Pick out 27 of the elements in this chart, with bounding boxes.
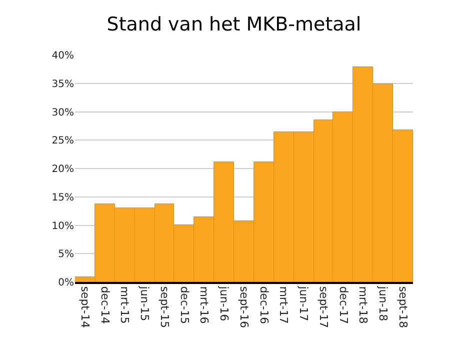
y-tick-label: 35%: [52, 78, 74, 90]
x-tick-label: mrt-15: [118, 286, 132, 324]
x-tick-label: sept-18: [396, 286, 410, 328]
x-tick-label: dec-16: [257, 286, 270, 324]
y-tick-label: 10%: [52, 220, 74, 232]
y-tick-label: 5%: [58, 249, 74, 260]
x-tick-label: dec-17: [336, 286, 350, 324]
x-tick-label: jun-15: [138, 285, 152, 322]
y-tick-label: 0%: [58, 278, 74, 288]
x-tick-label: sept-17: [316, 286, 330, 328]
x-tick-label: jun-18: [376, 285, 390, 322]
y-tick-label: 40%: [52, 50, 74, 62]
x-tick-label: dec-14: [98, 286, 112, 324]
x-tick-label: jun-16: [218, 285, 231, 322]
x-tick-label: mrt-16: [198, 286, 211, 324]
x-tick-label: dec-15: [178, 286, 191, 324]
y-tick-label: 15%: [52, 192, 74, 204]
x-tick-label: mrt-17: [277, 286, 290, 324]
x-tick-label: sept-16: [237, 286, 250, 328]
x-tick-label: sept-14: [78, 286, 92, 328]
x-tick-label: sept-15: [158, 286, 171, 328]
y-tick-label: 25%: [52, 136, 74, 147]
y-tick-label: 20%: [52, 164, 74, 175]
x-tick-label: mrt-18: [356, 286, 370, 324]
y-tick-label: 30%: [52, 107, 74, 118]
chart-title: Stand van het MKB-metaal: [106, 14, 362, 36]
x-tick-label: jun-17: [297, 285, 310, 322]
